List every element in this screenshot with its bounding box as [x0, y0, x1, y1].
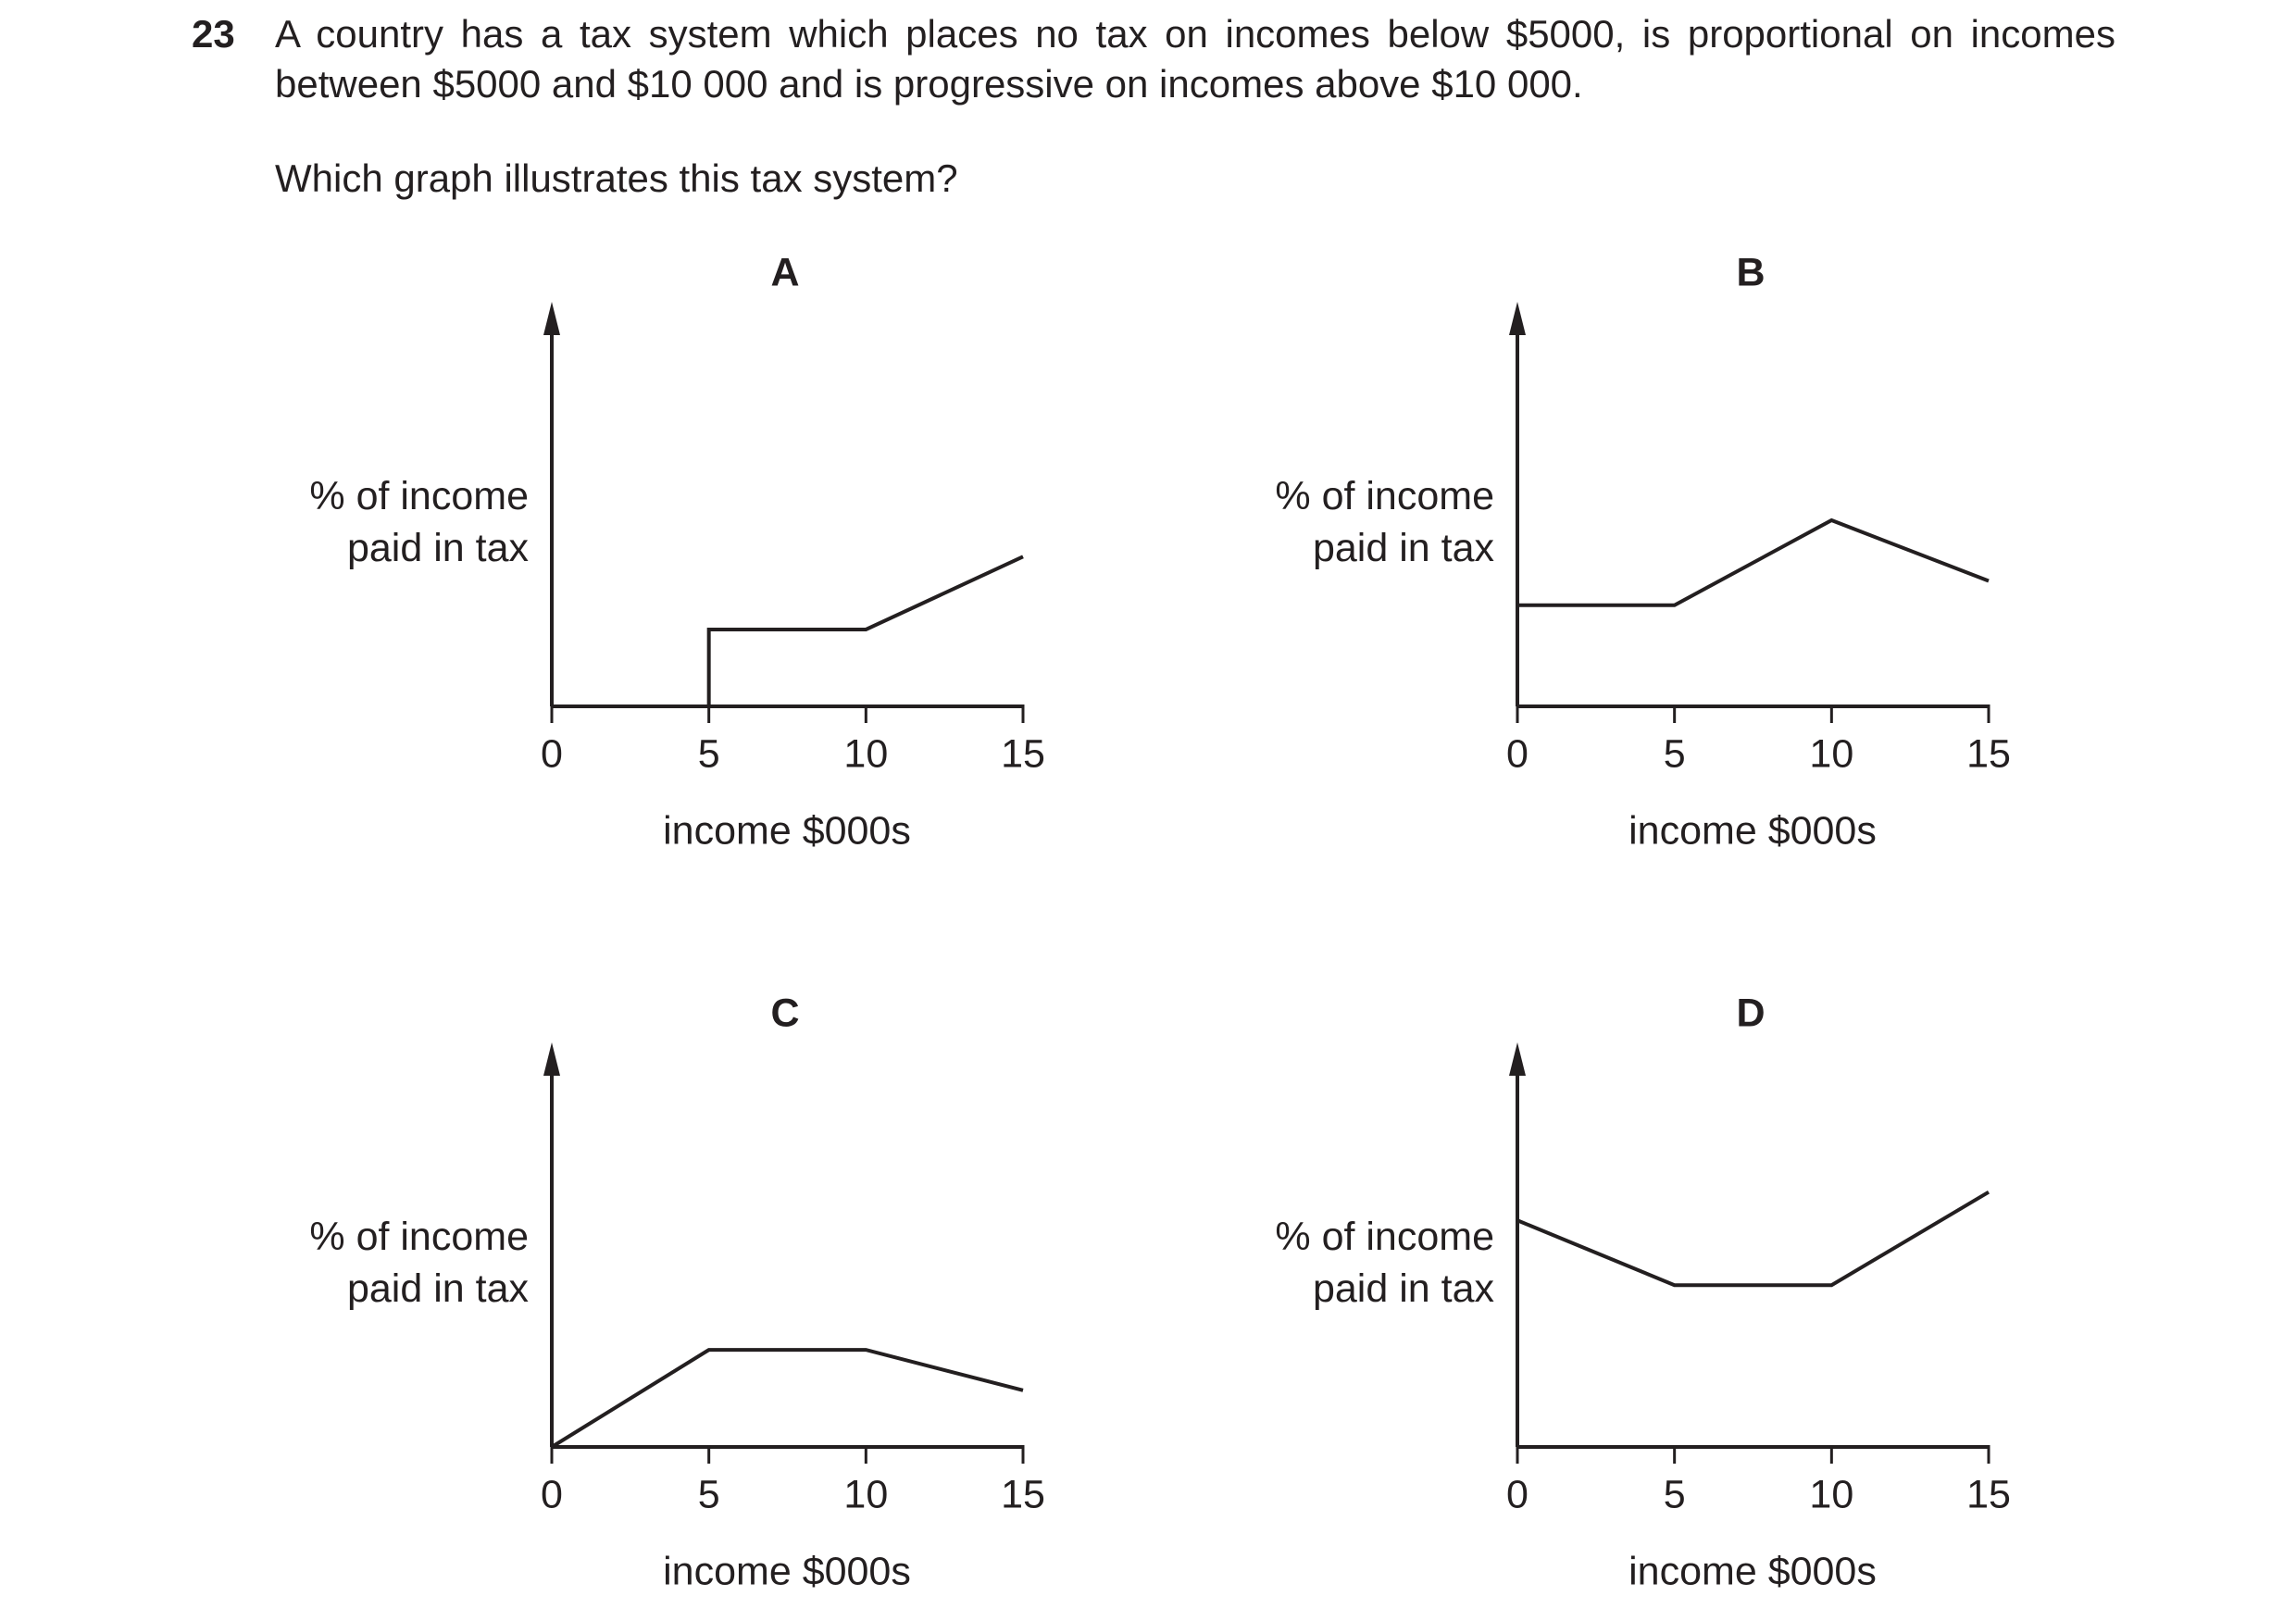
- chart-title: C: [770, 991, 799, 1035]
- y-axis-label: % of income paid in tax: [1275, 474, 1494, 570]
- chart-title: D: [1736, 991, 1765, 1035]
- y-axis-arrow: [1509, 302, 1526, 335]
- x-tick-label: 0: [541, 1472, 563, 1516]
- x-tick-label: 10: [843, 1472, 888, 1516]
- x-axis-label: income $000s: [1628, 808, 1877, 853]
- data-line: [550, 1348, 1024, 1449]
- data-line: [1517, 517, 1990, 607]
- x-tick-label: 10: [843, 731, 888, 776]
- y-axis-arrow: [543, 1042, 560, 1076]
- x-axis-label: income $000s: [1628, 1549, 1877, 1593]
- x-tick-label: 15: [1001, 731, 1045, 776]
- x-tick-label: 0: [541, 731, 563, 776]
- x-tick-label: 10: [1809, 1472, 1853, 1516]
- x-axis-label: income $000s: [663, 808, 911, 853]
- x-tick-label: 15: [1001, 1472, 1045, 1516]
- y-axis-label: % of income paid in tax: [309, 474, 529, 570]
- y-axis-arrow: [543, 302, 560, 335]
- question-number: 23: [192, 12, 235, 56]
- data-line: [1516, 1190, 1990, 1288]
- x-axis-label: income $000s: [663, 1549, 911, 1593]
- x-tick-label: 15: [1966, 731, 2011, 776]
- chart-title: A: [770, 250, 799, 294]
- y-axis-label: % of income paid in tax: [309, 1215, 529, 1311]
- data-line: [552, 555, 1024, 708]
- x-tick-label: 5: [1664, 1472, 1686, 1516]
- x-tick-label: 10: [1809, 731, 1853, 776]
- chart-title: B: [1736, 250, 1765, 294]
- question-prompt: Which graph illustrates this tax system?: [275, 156, 958, 200]
- y-axis-arrow: [1509, 1042, 1526, 1076]
- x-tick-label: 0: [1506, 731, 1529, 776]
- question-text: A country has a tax system which places …: [275, 12, 2115, 106]
- x-tick-label: 15: [1966, 1472, 2011, 1516]
- x-tick-label: 5: [1664, 731, 1686, 776]
- x-tick-label: 5: [698, 731, 720, 776]
- x-tick-label: 5: [698, 1472, 720, 1516]
- y-axis-label: % of income paid in tax: [1275, 1215, 1494, 1311]
- x-tick-label: 0: [1506, 1472, 1529, 1516]
